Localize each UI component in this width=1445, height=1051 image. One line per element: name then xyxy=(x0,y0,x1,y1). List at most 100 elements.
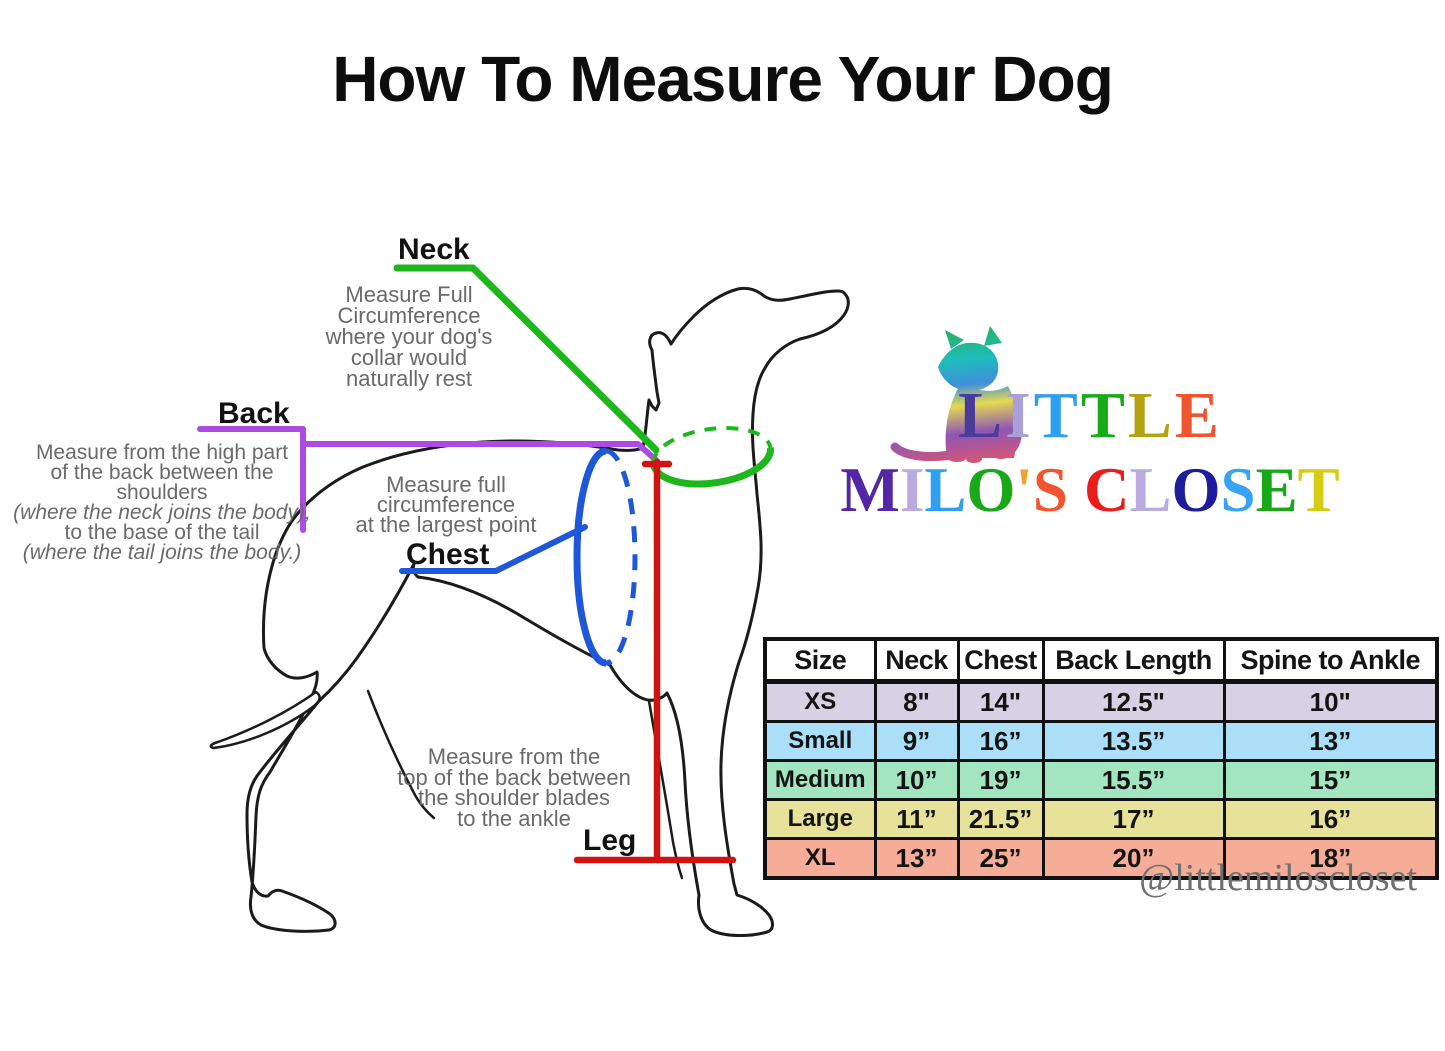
page-title: How To Measure Your Dog xyxy=(332,43,1114,115)
chest-value: 25” xyxy=(956,837,1045,880)
logo-letter: S xyxy=(1220,455,1256,525)
logo-letter: T xyxy=(1297,455,1340,525)
leg-measure-line xyxy=(573,458,737,864)
logo-dog-haunch xyxy=(980,405,1022,459)
chest-ellipse-solid-arc xyxy=(573,447,607,667)
back-length-value: 20” xyxy=(1041,837,1226,880)
size-row-large: Large 11” 21.5” 17” 16” xyxy=(763,798,1439,840)
leg-desc-line: the shoulder blades xyxy=(417,785,611,810)
chest-pointer-line xyxy=(399,524,588,574)
logo-letter: ' xyxy=(1015,455,1033,525)
col-header-spine-to-ankle: Spine to Ankle xyxy=(1222,637,1439,684)
back-length-value: 12.5" xyxy=(1041,680,1226,723)
neck-desc-line: where your dog's xyxy=(325,324,493,349)
size-label: Large xyxy=(763,798,877,840)
spine-ankle-value: 13” xyxy=(1222,720,1439,762)
logo-letter: L xyxy=(1127,379,1175,452)
chest-value: 19” xyxy=(956,759,1045,801)
size-label: Medium xyxy=(763,759,877,801)
logo-dog-ear-left xyxy=(945,330,964,349)
size-chart-table: Size Neck Chest Back Length Spine to Ank… xyxy=(763,637,1439,880)
neck-value: 9” xyxy=(873,720,960,762)
neck-pointer-line xyxy=(393,264,660,454)
chest-desc-line: Measure full xyxy=(386,472,506,497)
back-desc-line: of the back between the xyxy=(50,461,274,484)
logo-letter: I xyxy=(1005,379,1034,452)
dog-far-hind-leg-line xyxy=(366,689,436,820)
logo-letter: O xyxy=(1171,455,1221,525)
back-label: Back xyxy=(218,397,290,430)
chest-measure-ellipse xyxy=(573,447,638,667)
size-row-small: Small 9” 16” 13.5” 13” xyxy=(763,720,1439,762)
logo-dog-head xyxy=(938,342,999,392)
neck-measure-ellipse xyxy=(650,426,774,488)
col-header-neck: Neck xyxy=(873,637,960,684)
chest-value: 21.5” xyxy=(956,798,1045,840)
logo-letter: E xyxy=(1255,455,1298,525)
neck-desc-line: Measure Full xyxy=(345,282,473,307)
neck-description: Measure Full Circumference where your do… xyxy=(279,282,539,391)
chest-desc-line: at the largest point xyxy=(355,512,537,537)
logo-wordmark-milos-closet: MILO'S CLOSET xyxy=(840,454,1340,527)
neck-ellipse-dashed-arc xyxy=(651,426,773,465)
chest-description: Measure full circumference at the larges… xyxy=(316,472,576,537)
neck-desc-line: Circumference xyxy=(337,303,481,328)
dog-outline xyxy=(209,286,850,937)
size-row-xs: XS 8" 14" 12.5" 10" xyxy=(763,680,1439,723)
neck-value: 8" xyxy=(873,680,960,723)
spine-ankle-value: 18” xyxy=(1222,837,1439,880)
dog-tail-path xyxy=(209,690,321,750)
leg-desc-line: Measure from the xyxy=(427,744,601,769)
back-bracket-top xyxy=(300,441,660,464)
logo-dog-silhouette xyxy=(890,326,1022,463)
logo-dog-tail xyxy=(890,442,955,462)
leg-description: Measure from the top of the back between… xyxy=(383,744,645,831)
neck-value: 11” xyxy=(873,798,960,840)
size-row-xl: XL 13” 25” 20” 18” xyxy=(763,837,1439,880)
back-desc-line: Measure from the high part xyxy=(35,441,289,464)
neck-desc-line: naturally rest xyxy=(346,366,472,391)
neck-label: Neck xyxy=(398,233,470,266)
instagram-handle: @littlemiloscloset xyxy=(1139,857,1417,899)
back-bracket-left xyxy=(197,426,306,533)
back-desc-line: (where the tail joins the body.) xyxy=(22,541,302,564)
back-desc-line: to the base of the tail xyxy=(64,521,260,544)
size-row-medium: Medium 10” 19” 15.5” 15” xyxy=(763,759,1439,801)
logo-letter: S xyxy=(1032,455,1068,525)
back-desc-line: shoulders xyxy=(116,481,208,504)
logo-letter: L xyxy=(924,455,967,525)
size-chart-header-row: Size Neck Chest Back Length Spine to Ank… xyxy=(763,637,1439,684)
logo-letter: T xyxy=(1080,379,1128,452)
logo-dog-ear-right xyxy=(984,326,1002,346)
neck-value: 10” xyxy=(873,759,960,801)
logo-dog-front-leg xyxy=(952,410,963,458)
back-length-value: 17” xyxy=(1041,798,1226,840)
back-length-value: 13.5” xyxy=(1041,720,1226,762)
logo-dog-front-leg2 xyxy=(968,414,978,458)
back-desc-line: (where the neck joins the body), xyxy=(13,501,311,524)
leg-label: Leg xyxy=(583,824,637,857)
col-header-back-length: Back Length xyxy=(1041,637,1226,684)
logo-letter: E xyxy=(1174,379,1222,452)
logo-letter: O xyxy=(966,455,1016,525)
back-description: Measure from the high part of the back b… xyxy=(10,441,314,564)
col-header-size: Size xyxy=(763,637,877,684)
col-header-chest: Chest xyxy=(956,637,1045,684)
size-label: XS xyxy=(763,680,877,723)
logo-wordmark-little: LITTLE xyxy=(840,378,1340,454)
dog-body-path xyxy=(245,286,850,937)
logo-dog-paw2 xyxy=(966,455,982,463)
chest-ellipse-dashed-arc xyxy=(605,448,638,666)
neck-ellipse-solid-arc xyxy=(650,447,774,488)
logo-letter: I xyxy=(899,455,925,525)
spine-ankle-value: 15” xyxy=(1222,759,1439,801)
leg-desc-line: top of the back between xyxy=(397,764,631,790)
leg-desc-line: to the ankle xyxy=(457,805,571,831)
chest-desc-line: circumference xyxy=(376,492,516,517)
logo-letter: T xyxy=(1033,379,1081,452)
chest-value: 14" xyxy=(956,680,1045,723)
logo-letter: C xyxy=(1083,455,1130,525)
logo-letter: L xyxy=(958,379,1006,452)
neck-desc-line: collar would xyxy=(350,345,468,370)
